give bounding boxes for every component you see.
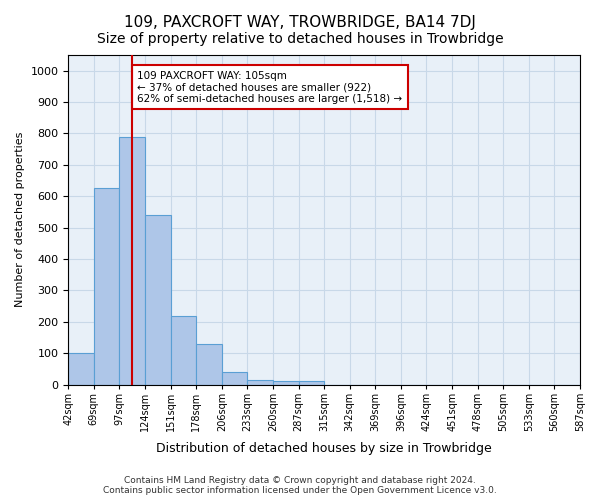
Text: 109, PAXCROFT WAY, TROWBRIDGE, BA14 7DJ: 109, PAXCROFT WAY, TROWBRIDGE, BA14 7DJ <box>124 15 476 30</box>
Bar <box>68 353 94 384</box>
Text: 109 PAXCROFT WAY: 105sqm
← 37% of detached houses are smaller (922)
62% of semi-: 109 PAXCROFT WAY: 105sqm ← 37% of detach… <box>137 70 403 104</box>
Bar <box>119 136 145 384</box>
X-axis label: Distribution of detached houses by size in Trowbridge: Distribution of detached houses by size … <box>156 442 492 455</box>
Bar <box>94 188 119 384</box>
Bar <box>299 382 324 384</box>
Bar <box>170 316 196 384</box>
Text: Size of property relative to detached houses in Trowbridge: Size of property relative to detached ho… <box>97 32 503 46</box>
Bar <box>222 372 247 384</box>
Y-axis label: Number of detached properties: Number of detached properties <box>15 132 25 308</box>
Bar <box>145 215 170 384</box>
Bar <box>247 380 273 384</box>
Bar <box>196 344 222 385</box>
Bar <box>273 382 299 384</box>
Text: Contains HM Land Registry data © Crown copyright and database right 2024.
Contai: Contains HM Land Registry data © Crown c… <box>103 476 497 495</box>
